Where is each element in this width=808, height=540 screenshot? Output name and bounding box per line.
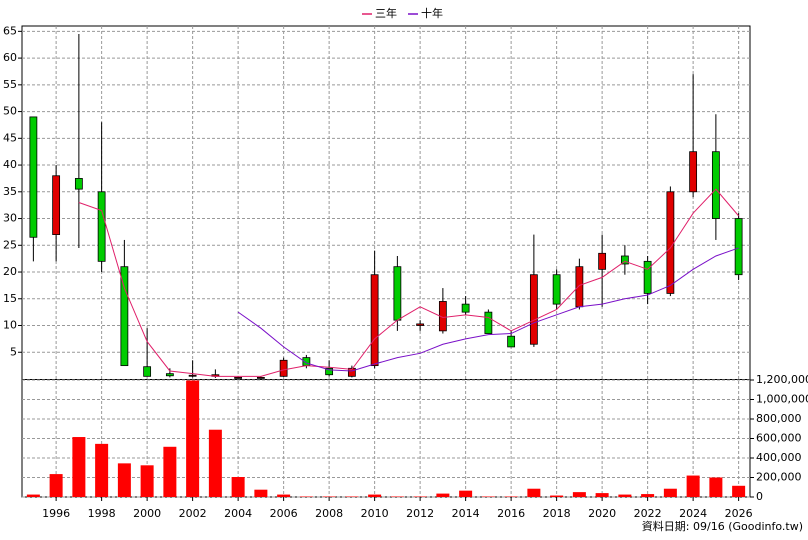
volume-bar	[49, 474, 63, 497]
candle-body	[325, 367, 334, 376]
y-tick-label: 30	[3, 212, 17, 225]
y-tick-label: 60	[3, 51, 17, 64]
y-tick-label: 20	[3, 265, 17, 278]
candle-body	[598, 252, 607, 270]
volume-bar	[709, 477, 723, 497]
candle-body	[393, 266, 402, 321]
volume-bar	[140, 465, 154, 497]
x-tick-label: 2008	[315, 507, 343, 520]
y-tick-label: 400,000	[756, 451, 802, 464]
x-tick-label: 2020	[588, 507, 616, 520]
volume-bar	[663, 488, 677, 497]
volume-bar	[550, 495, 564, 497]
candle-body	[734, 218, 743, 276]
candle-body	[370, 274, 379, 367]
candle-body	[461, 303, 470, 313]
volume-bar	[459, 490, 473, 497]
candle-body	[256, 376, 265, 379]
y-tick-label: 200,000	[756, 471, 802, 484]
volume-bar	[208, 429, 222, 497]
y-tick-label: 25	[3, 238, 17, 251]
candle-body	[74, 178, 83, 190]
volume-bar	[72, 437, 86, 497]
x-tick-label: 2002	[179, 507, 207, 520]
x-tick-label: 2018	[543, 507, 571, 520]
x-tick-label: 2014	[452, 507, 480, 520]
x-tick-label: 2010	[361, 507, 389, 520]
x-tick-label: 2024	[679, 507, 707, 520]
candle-body	[529, 274, 538, 345]
candle-body	[188, 374, 197, 377]
y-tick-label: 40	[3, 158, 17, 171]
x-tick-label: 1996	[42, 507, 70, 520]
y-tick-label: 65	[3, 24, 17, 37]
y-tick-label: 50	[3, 105, 17, 118]
candle-body	[120, 266, 129, 367]
volume-bar	[686, 475, 700, 497]
volume-bar	[277, 494, 291, 497]
x-tick-label: 2016	[497, 507, 525, 520]
candle-body	[666, 191, 675, 294]
candle-body	[143, 366, 152, 377]
y-tick-label: 10	[3, 319, 17, 332]
line-series	[78, 188, 740, 377]
y-tick-label: 0	[756, 490, 763, 503]
x-tick-label: 2004	[224, 507, 252, 520]
volume-bar	[641, 494, 655, 497]
candle-body	[234, 376, 243, 379]
volume-bar	[618, 494, 632, 497]
volume-bar	[368, 494, 382, 497]
volume-bar	[163, 446, 177, 497]
candle-body	[575, 266, 584, 308]
footer: 資料日期: 09/16 (Goodinfo.tw)	[642, 519, 803, 533]
candle-body	[52, 175, 61, 235]
candle-body	[643, 260, 652, 294]
x-tick-label: 2026	[725, 507, 753, 520]
legend-label: 三年	[375, 6, 397, 20]
candle-body	[165, 373, 174, 377]
x-tick-label: 2012	[406, 507, 434, 520]
y-tick-label: 800,000	[756, 412, 802, 425]
candle-body	[484, 311, 493, 334]
legend-label: 十年	[421, 6, 443, 20]
volume-bar	[572, 492, 586, 497]
candle-body	[620, 255, 629, 265]
candle-body	[347, 367, 356, 377]
y-tick-label: 600,000	[756, 432, 802, 445]
volume-bar	[527, 488, 541, 497]
volume-bar	[95, 443, 109, 497]
y-tick-label: 5	[10, 345, 17, 358]
y-tick-label: 15	[3, 292, 17, 305]
volume-bar	[117, 463, 131, 497]
volume-bar	[595, 493, 609, 497]
y-tick-label: 45	[3, 131, 17, 144]
line-series	[237, 247, 739, 372]
y-tick-label: 55	[3, 78, 17, 91]
x-tick-label: 2000	[133, 507, 161, 520]
candle-body	[416, 323, 425, 326]
y-tick-label: 35	[3, 185, 17, 198]
volume-bar	[231, 477, 245, 497]
x-tick-label: 2022	[634, 507, 662, 520]
x-tick-label: 1998	[88, 507, 116, 520]
candle-body	[29, 116, 38, 238]
volume-bar	[26, 494, 40, 497]
y-tick-label: 1,200,000	[756, 373, 808, 386]
volume-bar	[254, 489, 268, 497]
candle-body	[711, 151, 720, 219]
candle-body	[689, 151, 698, 193]
volume-bar	[732, 485, 746, 497]
plot-frame	[21, 25, 751, 498]
x-tick-label: 2006	[270, 507, 298, 520]
candle-body	[279, 359, 288, 377]
candle-body	[507, 335, 516, 348]
y-tick-label: 1,000,000	[756, 393, 808, 406]
candle-body	[552, 274, 561, 305]
candle-body	[97, 191, 106, 262]
volume-bar	[436, 493, 450, 497]
volume-bar	[186, 380, 200, 497]
